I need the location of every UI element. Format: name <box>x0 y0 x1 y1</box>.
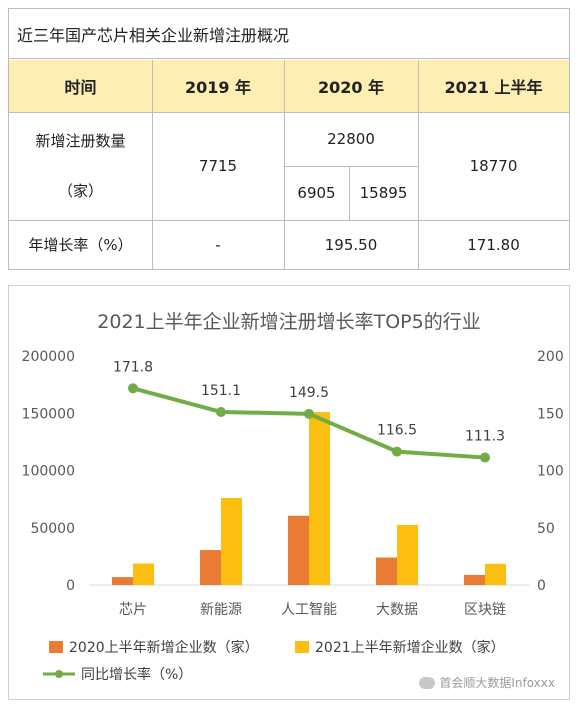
cell-2020-h2: 15895 <box>359 184 408 202</box>
bar-2021h1 <box>397 524 418 585</box>
legend-line-marker <box>55 670 63 678</box>
chart-title: 2021上半年企业新增注册增长率TOP5的行业 <box>97 311 480 333</box>
bar-2021h1 <box>485 563 506 585</box>
cell-2020-growth: 195.50 <box>324 235 378 254</box>
x-tick-label: 人工智能 <box>281 602 337 618</box>
data-label: 149.5 <box>289 385 329 401</box>
growth-point <box>392 446 402 457</box>
y-tick-right: 100 <box>537 464 564 480</box>
growth-point <box>304 408 314 419</box>
x-tick-label: 大数据 <box>376 602 418 618</box>
watermark-text: 首会顺大数据Infoxxx <box>439 676 555 690</box>
growth-point <box>480 452 490 463</box>
bar-2020h1 <box>376 557 397 585</box>
data-label: 111.3 <box>465 429 505 445</box>
grid-line <box>284 166 418 167</box>
data-label: 171.8 <box>113 359 153 375</box>
y-tick-right: 200 <box>537 349 564 365</box>
y-tick-left: 0 <box>66 578 75 594</box>
industry-growth-chart: 2021上半年企业新增注册增长率TOP5的行业 0 50000 100000 15000… <box>8 285 570 700</box>
data-label: 151.1 <box>201 383 241 399</box>
grid-line <box>284 60 285 269</box>
row-label-line1: 新增注册数量 <box>35 132 126 150</box>
y-tick-left: 200000 <box>22 349 75 365</box>
legend-swatch <box>295 641 309 653</box>
header-time: 时间 <box>9 60 152 112</box>
row-label-line2: （家） <box>57 182 103 200</box>
cell-2021h1-growth: 171.80 <box>467 235 520 254</box>
cell-2019-registrations: 7715 <box>198 157 238 175</box>
header-2020: 2020 年 <box>284 60 418 112</box>
row-label-growth: 年增长率（%） <box>28 236 133 254</box>
watermark: 首会顺大数据Infoxxx <box>419 674 555 691</box>
cell-2021h1-registrations: 18770 <box>469 157 518 175</box>
growth-point <box>216 406 226 417</box>
y-tick-left: 50000 <box>30 521 75 537</box>
y-tick-right: 150 <box>537 406 564 422</box>
cell-2019-growth: - <box>215 235 221 254</box>
cell-2020-total: 22800 <box>327 130 375 148</box>
x-tick-label: 芯片 <box>119 602 147 618</box>
y-tick-left: 150000 <box>22 406 75 422</box>
grid-line <box>9 220 569 221</box>
grid-line <box>418 60 419 269</box>
legend-label: 2020上半年新增企业数（家） <box>69 639 259 656</box>
cell-2020-h1: 6905 <box>297 184 336 202</box>
header-2021h1: 2021 上半年 <box>418 60 569 112</box>
registration-table: 近三年国产芯片相关企业新增注册概况 时间 2019 年 2020 年 2021 … <box>8 8 570 270</box>
table-title: 近三年国产芯片相关企业新增注册概况 <box>9 9 569 59</box>
bar-2021h1 <box>133 563 154 585</box>
grid-line <box>349 166 350 220</box>
y-tick-right: 0 <box>537 578 546 594</box>
growth-point <box>128 383 138 394</box>
x-tick-label: 新能源 <box>200 602 242 618</box>
bar-2021h1 <box>221 497 242 585</box>
legend-label: 同比增长率（%） <box>81 666 192 683</box>
y-tick-right: 50 <box>537 521 555 537</box>
x-tick-label: 区块链 <box>464 602 506 618</box>
row-label-registrations: 新增注册数量 （家） <box>9 112 152 220</box>
bar-2020h1 <box>288 515 309 585</box>
y-tick-left: 100000 <box>22 464 75 480</box>
legend-swatch <box>49 641 63 653</box>
grid-line <box>152 60 153 269</box>
header-2019: 2019 年 <box>152 60 284 112</box>
bar-2020h1 <box>200 550 221 585</box>
data-label: 116.5 <box>377 423 417 439</box>
grid-line <box>9 112 569 113</box>
bar-2020h1 <box>464 574 485 585</box>
wechat-icon <box>419 676 436 689</box>
bar-2021h1 <box>309 412 330 585</box>
legend-label: 2021上半年新增企业数（家） <box>315 639 505 656</box>
bar-2020h1 <box>112 577 133 585</box>
chart-canvas: 2021上半年企业新增注册增长率TOP5的行业 0 50000 100000 15000… <box>22 311 564 683</box>
